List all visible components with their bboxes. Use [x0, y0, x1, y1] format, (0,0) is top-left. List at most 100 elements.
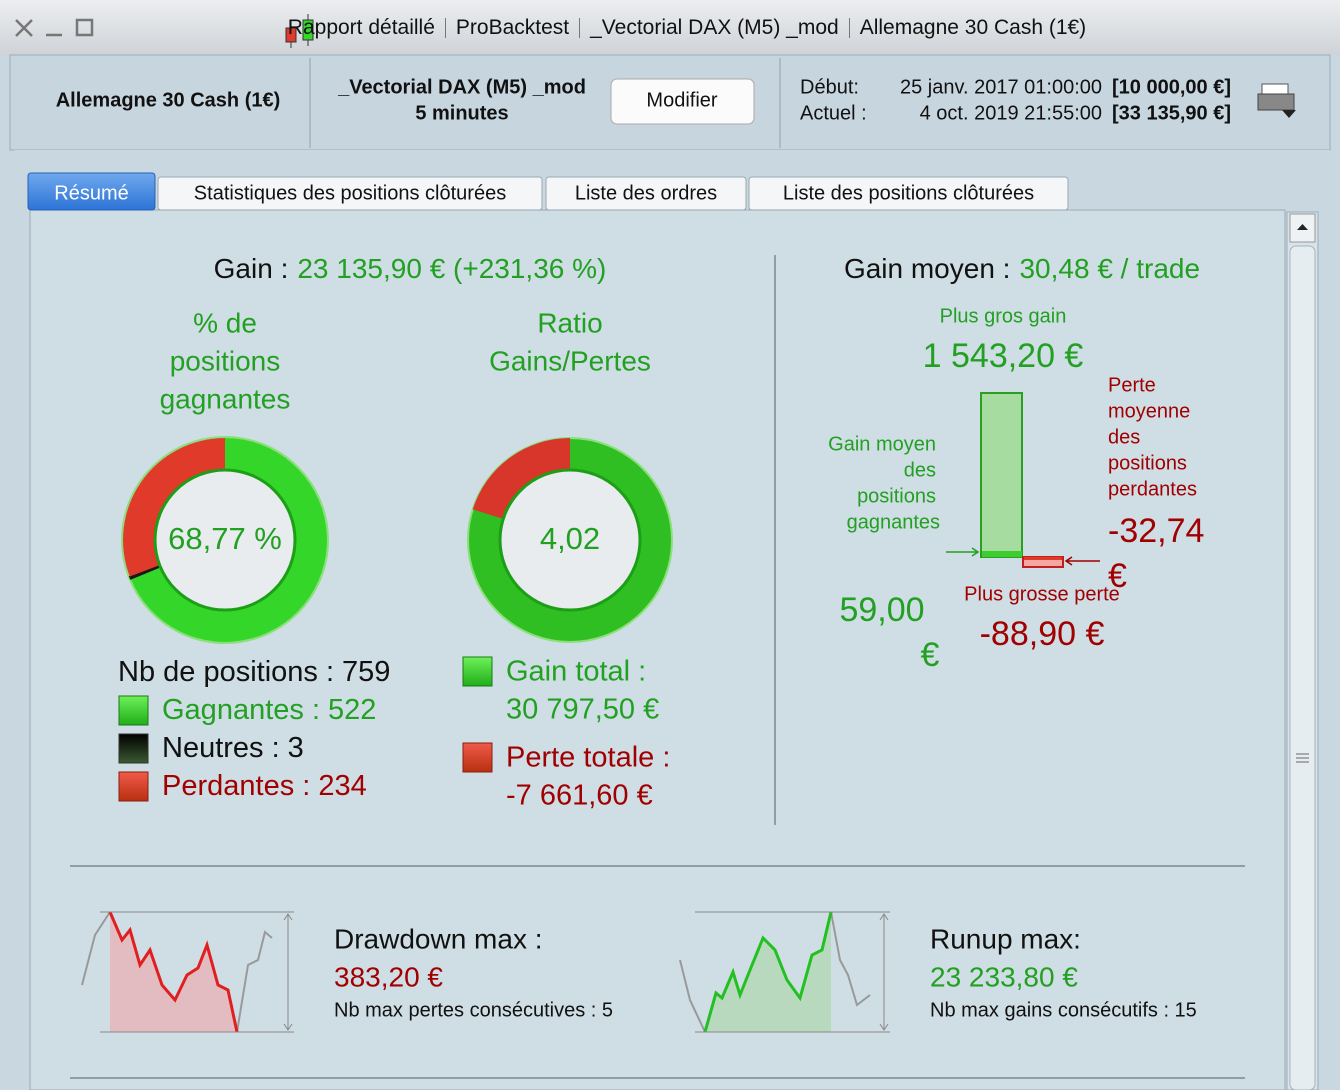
max-gains: Nb max gains consécutifs : 15: [930, 999, 1197, 1021]
avg-gain-bar: [982, 551, 1022, 557]
close-button[interactable]: [15, 19, 33, 37]
neutral: Neutres :3: [162, 732, 304, 764]
avg-loss-unit: €: [1108, 557, 1127, 595]
losers: Perdantes :234: [162, 770, 367, 802]
positions: Nb de positions :759: [118, 656, 390, 688]
tab[interactable]: [748, 176, 1069, 211]
modify-button[interactable]: Modifier: [610, 78, 755, 125]
legend-swatch: [118, 695, 149, 726]
win-pct-value: 68,77 %: [168, 521, 282, 556]
scroll-up-arrow: [1297, 224, 1308, 230]
runup-sparkline: [679, 911, 890, 1033]
tab-label[interactable]: Statistiques des positions clôturées: [194, 182, 506, 204]
avg-win-label: gagnantes: [847, 511, 940, 533]
win-donut: [121, 436, 329, 644]
title-part: ProBacktest: [444, 17, 579, 38]
losers-label: Perdantes :: [162, 770, 310, 802]
win-pct-title: % de: [193, 307, 257, 338]
biggest-gain-value: 1 543,20 €: [923, 337, 1084, 375]
ratio-value: 4,02: [540, 521, 600, 556]
title-part: _Vectorial DAX (M5) _mod: [579, 17, 849, 38]
tab-label[interactable]: Liste des positions clôturées: [783, 182, 1034, 204]
win-pct-title: positions: [170, 345, 281, 376]
scroll-grip: [1296, 753, 1309, 763]
avg-loss-label: des: [1108, 426, 1140, 448]
avg-win-label: Gain moyen: [828, 433, 936, 455]
positions-count: 759: [342, 656, 390, 688]
max-losses: Nb max pertes consécutives : 5: [334, 999, 613, 1021]
gain-value: 23 135,90 € (+231,36 %): [297, 253, 606, 284]
biggest-loss-value: -88,90 €: [980, 615, 1105, 653]
current-date: 4 oct. 2019 21:55:00: [920, 102, 1102, 124]
drawdown-sparkline: [81, 911, 294, 1033]
app-icon: [285, 14, 314, 48]
avg-loss-bar: [1024, 557, 1062, 560]
avg-loss-label: Perte: [1108, 374, 1156, 396]
strategy: _Vectorial DAX (M5) _mod: [337, 76, 586, 98]
winners: Gagnantes :522: [162, 694, 376, 726]
drawdown-value: 383,20 €: [334, 961, 443, 992]
tab[interactable]: [545, 176, 747, 211]
loss-arrow: [1064, 556, 1100, 566]
title-bar: [0, 0, 1340, 55]
avg-loss-label: positions: [1108, 452, 1187, 474]
biggest-loss-label: Plus grosse perte: [964, 583, 1120, 605]
total-loss-label: Perte totale :: [506, 742, 670, 774]
runup-value: 23 233,80 €: [930, 961, 1078, 992]
donut-segment: [130, 438, 327, 642]
tabs[interactable]: Résumé Statistiques des positions clôturé…: [27, 172, 1069, 211]
avg-loss-label: perdantes: [1108, 478, 1197, 500]
ratio-title: Ratio: [537, 307, 602, 338]
neutral-count: 3: [288, 732, 304, 764]
timeframe: 5 minutes: [415, 102, 508, 124]
tab[interactable]: [157, 176, 543, 211]
print-icon[interactable]: [1257, 83, 1296, 118]
maximize-button[interactable]: [75, 18, 94, 37]
avg-win-label: des: [904, 459, 936, 481]
biggest-gain-bar: [980, 392, 1023, 558]
scroll-thumb[interactable]: [1289, 245, 1316, 1090]
avg-loss-label: moyenne: [1108, 400, 1190, 422]
win-arrow: [946, 547, 980, 557]
tab[interactable]: [27, 172, 156, 211]
donut-rim: [121, 436, 329, 644]
legend-swatch: [118, 733, 149, 764]
legend-swatch: [462, 742, 493, 773]
avg-win-value: 59,00: [839, 591, 924, 629]
button-box[interactable]: [610, 78, 755, 125]
avg-loss-value: -32,74: [1108, 512, 1204, 550]
donut-segment: [123, 438, 225, 577]
current-capital: [33 135,90 €]: [1112, 102, 1231, 124]
total-gain-label: Gain total :: [506, 656, 646, 688]
scroll-up[interactable]: [1289, 213, 1316, 243]
avg-win-label: positions: [857, 485, 936, 507]
avg-gain-heading: Gain moyen : 30,48 € / trade: [844, 253, 1200, 284]
biggest-gain-label: Plus gros gain: [940, 305, 1067, 327]
window-controls[interactable]: [15, 18, 94, 37]
instrument: Allemagne 30 Cash (1€): [56, 89, 281, 111]
start-capital: [10 000,00 €]: [1112, 76, 1231, 98]
tab-label[interactable]: Résumé: [54, 182, 128, 204]
current-label: Actuel :: [800, 102, 867, 124]
button-label[interactable]: Modifier: [646, 89, 717, 111]
total-gain-value: 30 797,50 €: [506, 694, 659, 726]
runup-label: Runup max:: [930, 923, 1081, 954]
window-title: Rapport détaillé ProBacktest _Vectorial …: [0, 0, 1340, 55]
legend-swatch: [462, 656, 493, 687]
win-pct-title: gagnantes: [160, 383, 291, 414]
start-date: 25 janv. 2017 01:00:00: [900, 76, 1102, 98]
summary-panel: [29, 209, 1286, 1090]
gain-heading: Gain : 23 135,90 € (+231,36 %): [214, 253, 607, 284]
title-part: Allemagne 30 Cash (1€): [848, 17, 1096, 38]
tab-label[interactable]: Liste des ordres: [575, 182, 717, 204]
winners-label: Gagnantes :: [162, 694, 320, 726]
losers-count: 234: [318, 770, 366, 802]
donut-hole: [498, 468, 642, 612]
donut-hole: [153, 468, 297, 612]
ratio-donut: [467, 437, 673, 643]
avg-gain-value: 30,48 € / trade: [1019, 253, 1200, 284]
positions-label: Nb de positions :: [118, 656, 334, 688]
donut-loss-arc: [472, 438, 570, 519]
